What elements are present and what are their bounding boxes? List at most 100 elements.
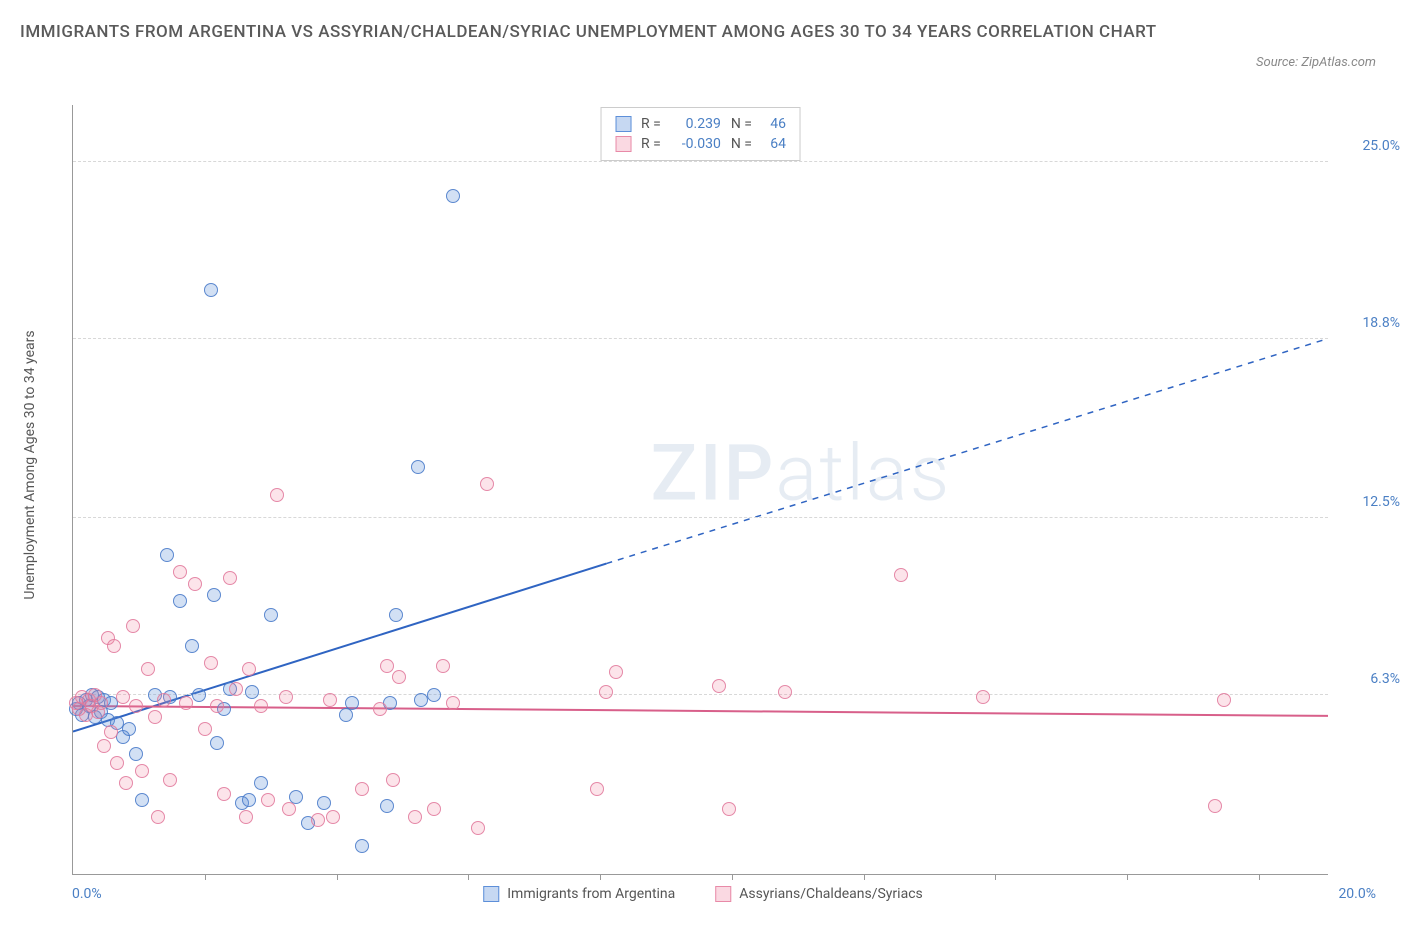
stats-row-pink: R = -0.030 N = 64	[615, 134, 786, 154]
scatter-point	[157, 693, 171, 707]
scatter-point	[173, 594, 187, 608]
scatter-point	[204, 656, 218, 670]
scatter-point	[188, 577, 202, 591]
x-tick	[995, 874, 996, 880]
y-tick-label: 12.5%	[1362, 494, 1400, 510]
scatter-point	[242, 662, 256, 676]
chart-title: IMMIGRANTS FROM ARGENTINA VS ASSYRIAN/CH…	[20, 20, 1286, 46]
legend-label-pink: Assyrians/Chaldeans/Syriacs	[739, 886, 922, 902]
scatter-point	[279, 690, 293, 704]
scatter-point	[97, 739, 111, 753]
r-value-blue: 0.239	[671, 116, 721, 132]
scatter-point	[380, 799, 394, 813]
swatch-blue-icon	[615, 116, 631, 132]
x-tick	[1127, 874, 1128, 880]
scatter-point	[712, 679, 726, 693]
correlation-stats-box: R = 0.239 N = 46 R = -0.030 N = 64	[600, 107, 801, 161]
scatter-point	[148, 710, 162, 724]
n-value-pink: 64	[762, 136, 786, 152]
scatter-point	[254, 776, 268, 790]
scatter-point	[104, 725, 118, 739]
x-tick	[337, 874, 338, 880]
scatter-point	[1208, 799, 1222, 813]
r-value-pink: -0.030	[671, 136, 721, 152]
scatter-point	[229, 682, 243, 696]
x-tick	[864, 874, 865, 880]
r-label: R =	[641, 116, 661, 132]
series-legend: Immigrants from Argentina Assyrians/Chal…	[483, 886, 923, 902]
scatter-point	[722, 802, 736, 816]
scatter-point	[210, 699, 224, 713]
r-label: R =	[641, 136, 661, 152]
scatter-point	[173, 565, 187, 579]
scatter-point	[126, 619, 140, 633]
y-tick-label: 6.3%	[1370, 671, 1400, 687]
scatter-point	[436, 659, 450, 673]
scatter-point	[110, 756, 124, 770]
scatter-point	[264, 608, 278, 622]
scatter-point	[389, 608, 403, 622]
scatter-point	[192, 688, 206, 702]
n-value-blue: 46	[762, 116, 786, 132]
scatter-point	[778, 685, 792, 699]
y-axis-label: Unemployment Among Ages 30 to 34 years	[22, 330, 38, 599]
scatter-point	[107, 639, 121, 653]
grid-line	[73, 517, 1328, 518]
x-axis-min-label: 0.0%	[72, 886, 102, 902]
scatter-point	[94, 696, 108, 710]
x-tick	[600, 874, 601, 880]
chart-container: IMMIGRANTS FROM ARGENTINA VS ASSYRIAN/CH…	[0, 0, 1406, 930]
scatter-point	[355, 782, 369, 796]
legend-item-pink: Assyrians/Chaldeans/Syriacs	[715, 886, 922, 902]
scatter-point	[270, 488, 284, 502]
scatter-point	[1217, 693, 1231, 707]
scatter-point	[179, 696, 193, 710]
scatter-point	[609, 665, 623, 679]
swatch-pink-icon	[715, 886, 731, 902]
scatter-point	[311, 813, 325, 827]
y-tick-label: 25.0%	[1362, 138, 1400, 154]
scatter-point	[261, 793, 275, 807]
scatter-point	[323, 693, 337, 707]
scatter-point	[135, 764, 149, 778]
watermark: ZIPatlas	[651, 429, 952, 520]
x-tick	[1259, 874, 1260, 880]
x-tick	[205, 874, 206, 880]
scatter-point	[471, 821, 485, 835]
scatter-point	[129, 699, 143, 713]
scatter-point	[119, 776, 133, 790]
scatter-point	[282, 802, 296, 816]
scatter-point	[163, 773, 177, 787]
scatter-point	[141, 662, 155, 676]
grid-line	[73, 161, 1328, 162]
grid-line	[73, 338, 1328, 339]
scatter-point	[198, 722, 212, 736]
scatter-point	[242, 793, 256, 807]
y-tick-label: 18.8%	[1362, 315, 1400, 331]
x-tick	[468, 874, 469, 880]
scatter-point	[245, 685, 259, 699]
scatter-point	[122, 722, 136, 736]
scatter-point	[446, 189, 460, 203]
scatter-point	[185, 639, 199, 653]
scatter-point	[129, 747, 143, 761]
scatter-point	[446, 696, 460, 710]
scatter-point	[317, 796, 331, 810]
trendlines-svg	[73, 105, 1328, 874]
scatter-point	[599, 685, 613, 699]
source-attribution: Source: ZipAtlas.com	[1256, 55, 1376, 70]
scatter-point	[239, 810, 253, 824]
scatter-point	[355, 839, 369, 853]
scatter-point	[894, 568, 908, 582]
plot-area: R = 0.239 N = 46 R = -0.030 N = 64 ZIPat…	[72, 105, 1328, 875]
scatter-point	[392, 670, 406, 684]
scatter-point	[590, 782, 604, 796]
scatter-point	[217, 787, 231, 801]
legend-label-blue: Immigrants from Argentina	[507, 886, 675, 902]
scatter-point	[204, 283, 218, 297]
swatch-pink-icon	[615, 136, 631, 152]
scatter-point	[116, 690, 130, 704]
x-axis-max-label: 20.0%	[1338, 886, 1376, 902]
scatter-point	[326, 810, 340, 824]
scatter-point	[427, 802, 441, 816]
